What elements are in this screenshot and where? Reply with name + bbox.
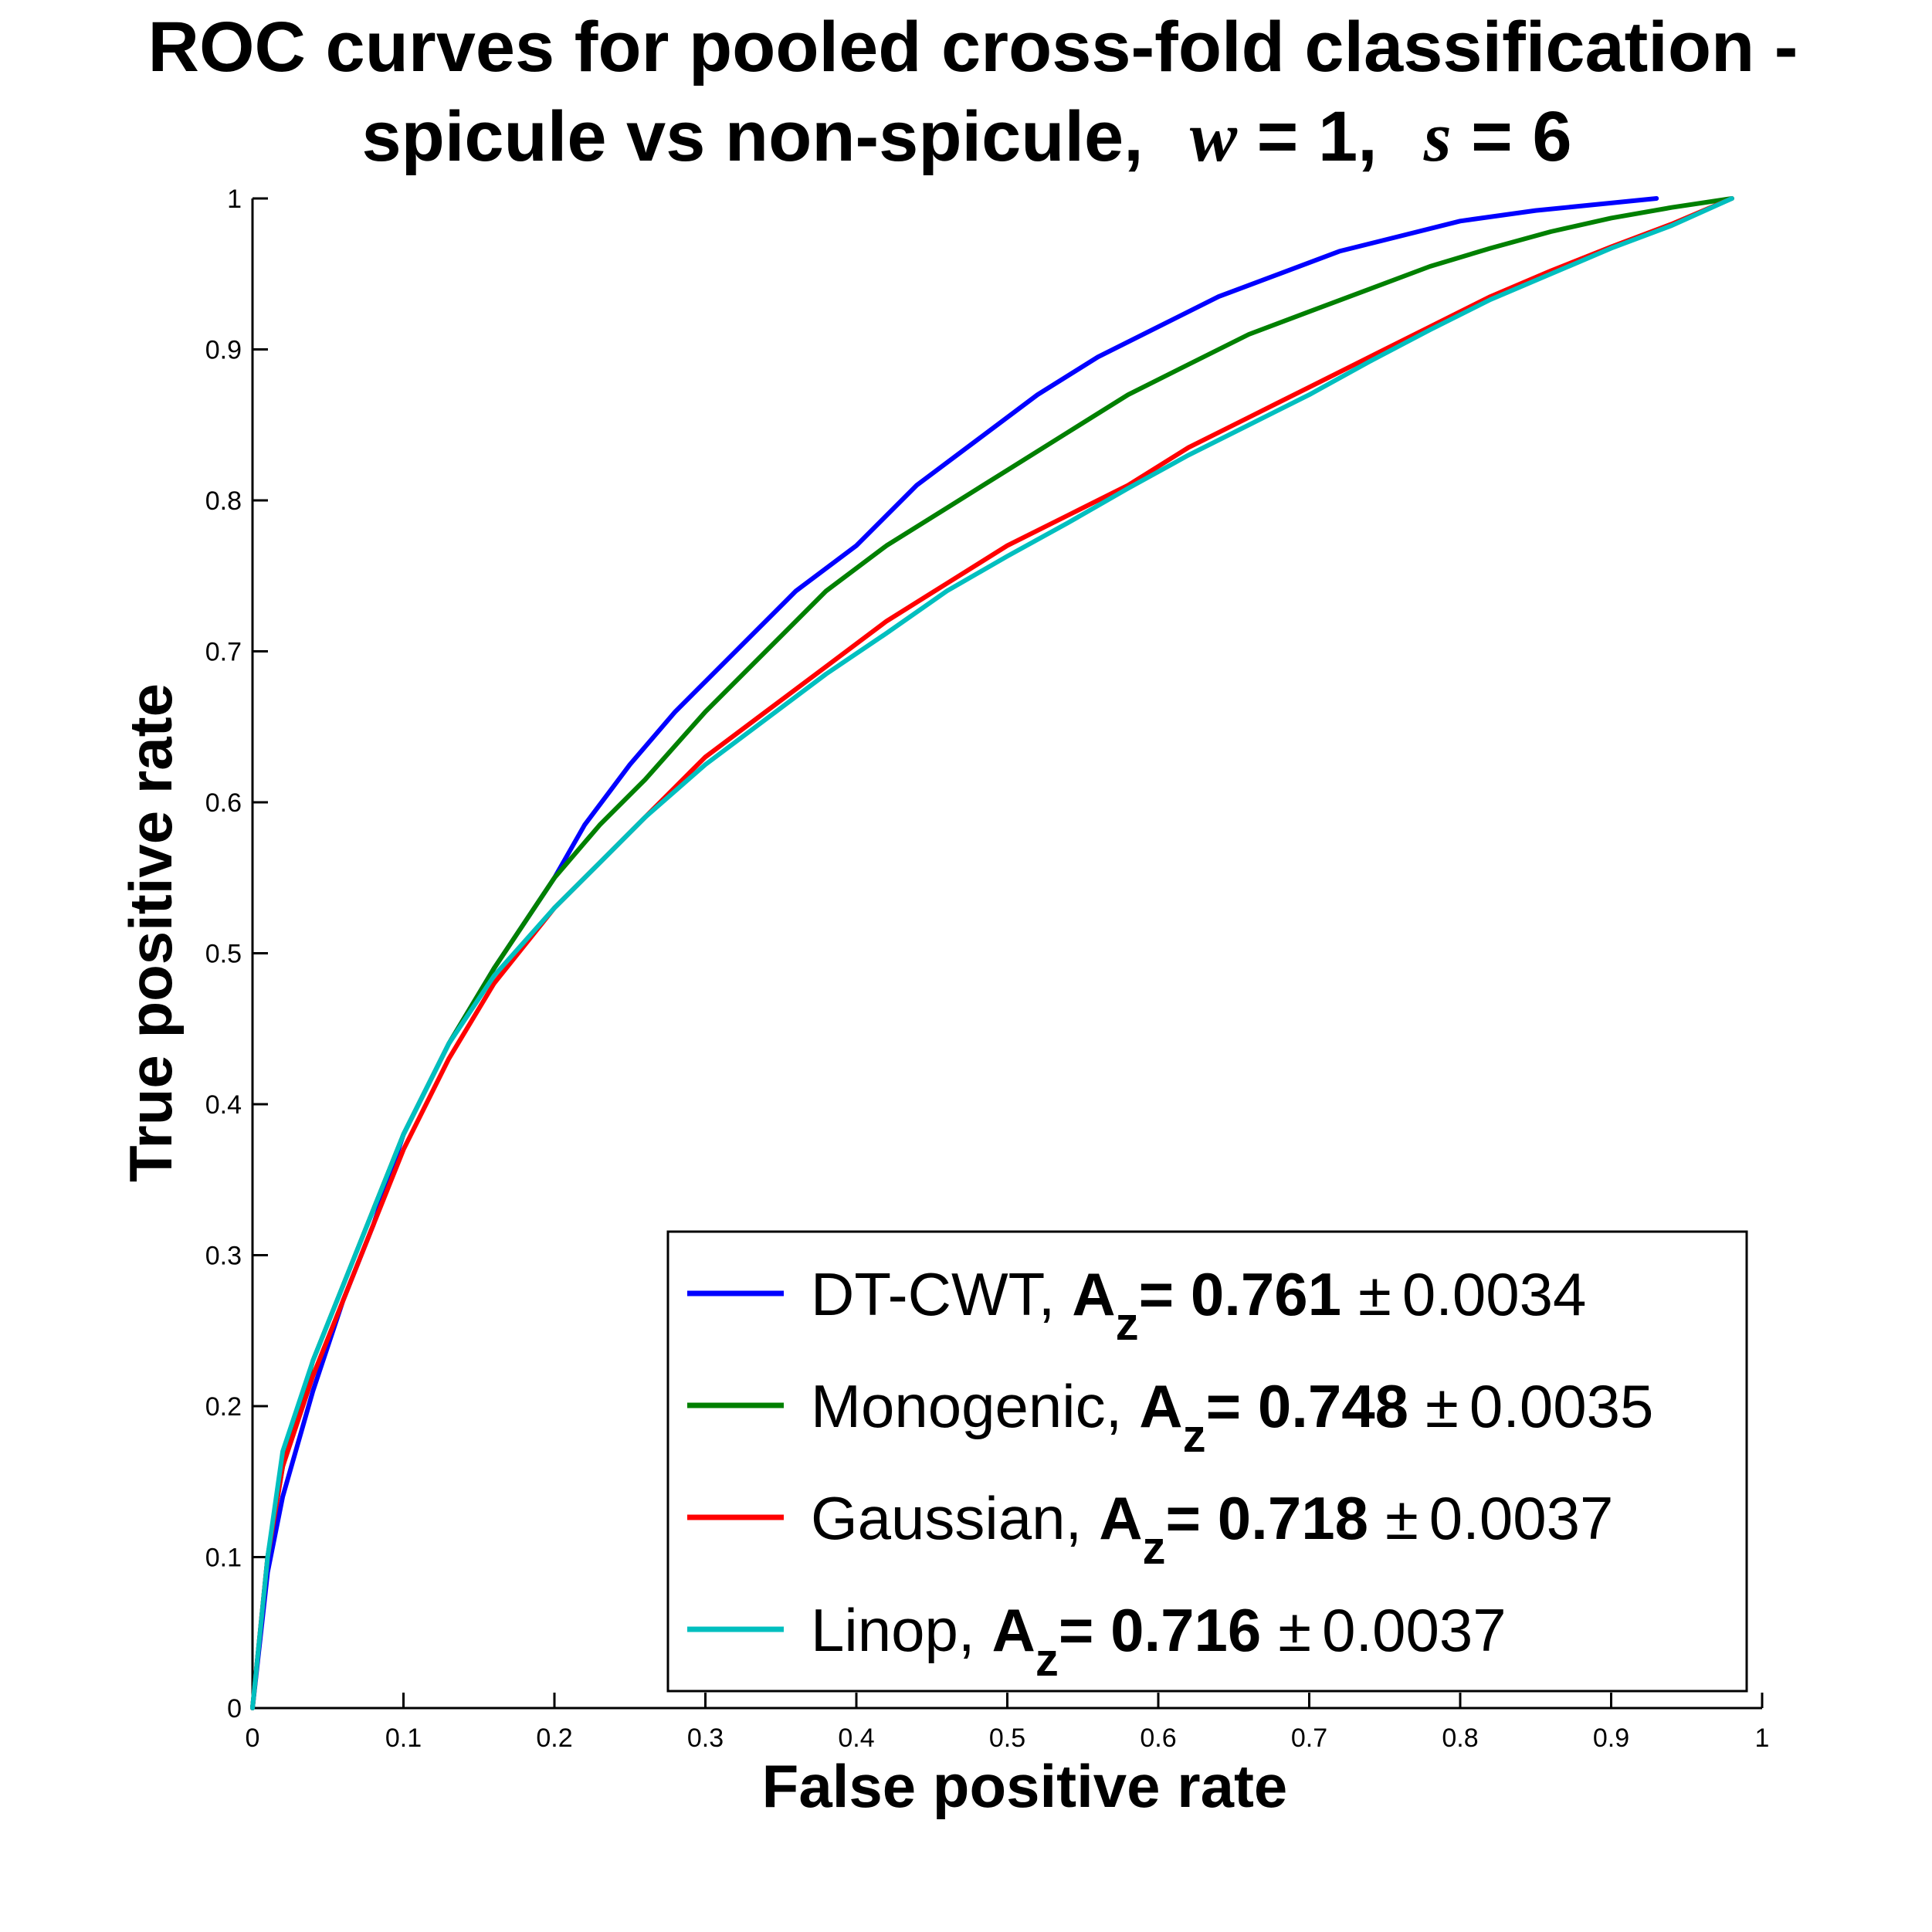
- legend-az-sub: z: [1116, 1298, 1139, 1350]
- legend-std: 0.0037: [1322, 1596, 1507, 1664]
- legend-entry-2: Gaussian, Az= 0.718 ±0.0037: [811, 1484, 1613, 1574]
- x-tick-label: 0.9: [1593, 1724, 1629, 1753]
- chart-title-w-value: = 1,: [1237, 97, 1378, 176]
- y-tick-label: 0.7: [205, 638, 242, 667]
- legend-entry-0: DT-CWT, Az= 0.761 ±0.0034: [811, 1260, 1586, 1350]
- y-tick-label: 0.1: [205, 1544, 242, 1573]
- legend-az-value: = 0.761: [1139, 1260, 1341, 1328]
- series-line-2: [250, 196, 1734, 1710]
- x-tick-label: 0.6: [1140, 1724, 1176, 1753]
- legend-az-value: = 0.718: [1166, 1484, 1368, 1552]
- legend-std: 0.0035: [1469, 1372, 1654, 1440]
- x-tick-label: 1: [1755, 1724, 1770, 1753]
- y-axis-label: True positive rate: [117, 683, 185, 1182]
- chart-title-line-1: ROC curves for pooled cross-fold classif…: [148, 8, 1798, 86]
- chart-title: ROC curves for pooled cross-fold classif…: [148, 8, 1798, 176]
- legend-series-name: Linop,: [811, 1596, 975, 1664]
- legend-std: 0.0034: [1402, 1260, 1587, 1328]
- chart-title-w-symbol: w: [1190, 97, 1238, 176]
- legend-az-label: A: [1139, 1372, 1182, 1440]
- legend-plus-minus: ±: [1278, 1596, 1311, 1664]
- legend-az-sub: z: [1035, 1634, 1059, 1686]
- legend-plus-minus: ±: [1425, 1372, 1459, 1440]
- legend-az-label: A: [1072, 1260, 1115, 1328]
- chart-title-line-2: spicule vs non-spicule, w = 1, s = 6: [361, 97, 1571, 176]
- x-tick-label: 0.4: [838, 1724, 874, 1753]
- x-tick-label: 0.2: [536, 1724, 572, 1753]
- y-tick-label: 0.4: [205, 1090, 242, 1120]
- legend-series-name: Gaussian,: [811, 1484, 1082, 1552]
- x-tick-label: 0.3: [687, 1724, 724, 1753]
- legend-az-label: A: [1099, 1484, 1142, 1552]
- series-lines: [250, 196, 1734, 1710]
- series-line-3: [250, 196, 1734, 1710]
- y-tick-label: 0.3: [205, 1242, 242, 1271]
- legend-az-sub: z: [1183, 1410, 1206, 1462]
- legend-entry-3: Linop, Az= 0.716 ±0.0037: [811, 1596, 1507, 1686]
- legend-std: 0.0037: [1429, 1484, 1614, 1552]
- legend-az-value: = 0.716: [1059, 1596, 1261, 1664]
- y-tick-label: 0.5: [205, 940, 242, 969]
- legend-series-name: DT-CWT,: [811, 1260, 1055, 1328]
- legend-az-value: = 0.748: [1206, 1372, 1408, 1440]
- x-tick-label: 0.5: [989, 1724, 1025, 1753]
- chart-title-prefix: spicule vs non-spicule,: [361, 97, 1143, 176]
- legend-plus-minus: ±: [1358, 1260, 1391, 1328]
- x-tick-label: 0.1: [385, 1724, 422, 1753]
- chart-title-s-symbol: s: [1423, 97, 1452, 176]
- y-tick-label: 1: [227, 185, 242, 214]
- axes: 0 0.1 0.2 0.3 0.4 0.5 0.6 0.7 0.8 0.9 1 0 0.1 0.2 0.3 0…: [205, 185, 1770, 1753]
- legend-az-sub: z: [1143, 1522, 1166, 1574]
- x-tick-label: 0: [246, 1724, 260, 1753]
- chart-title-s-value: = 6: [1452, 97, 1572, 176]
- y-tick-label: 0.2: [205, 1392, 242, 1422]
- y-tick-label: 0.8: [205, 486, 242, 516]
- x-tick-label: 0.8: [1442, 1724, 1478, 1753]
- y-tick-label: 0.6: [205, 788, 242, 818]
- legend-box: [666, 1230, 1748, 1693]
- legend-entry-1: Monogenic, Az= 0.748 ±0.0035: [811, 1372, 1653, 1462]
- y-tick-label: 0.9: [205, 336, 242, 365]
- legend-series-name: Monogenic,: [811, 1372, 1122, 1440]
- y-tick-label: 0: [227, 1694, 242, 1724]
- legend-plus-minus: ±: [1385, 1484, 1418, 1552]
- x-axis-label: False positive rate: [762, 1752, 1288, 1820]
- x-tick-label: 0.7: [1291, 1724, 1327, 1753]
- legend-az-label: A: [992, 1596, 1035, 1664]
